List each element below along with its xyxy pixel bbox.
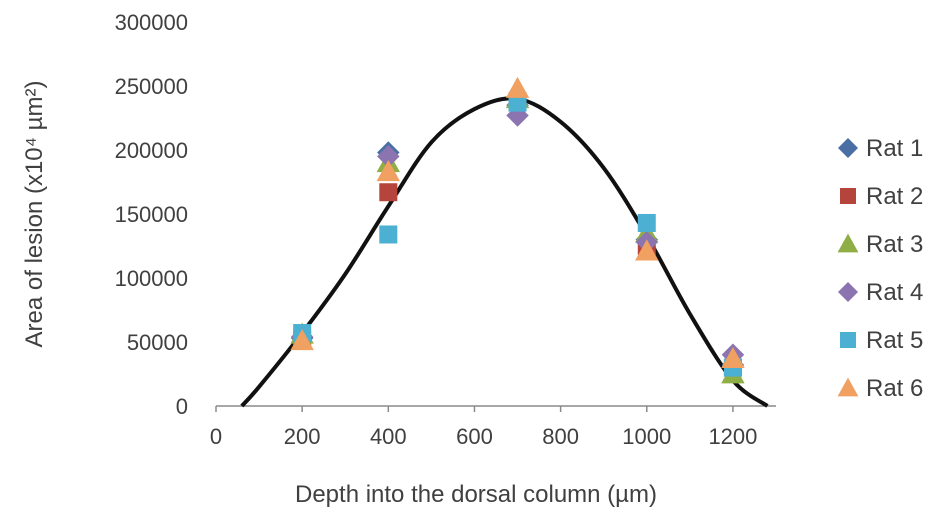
y-tick-label: 200000 bbox=[115, 138, 188, 163]
data-point bbox=[637, 213, 656, 232]
y-axis-ticks: 0 50000 100000 150000 200000 250000 300000 bbox=[115, 10, 188, 419]
x-axis-title: Depth into the dorsal column (µm) bbox=[295, 481, 657, 508]
x-tick-label: 800 bbox=[542, 424, 579, 449]
x-tick-label: 400 bbox=[370, 424, 407, 449]
data-point bbox=[508, 93, 527, 112]
data-point bbox=[290, 329, 314, 351]
legend-label: Rat 3 bbox=[866, 231, 923, 258]
x-tick-label: 1000 bbox=[622, 424, 671, 449]
y-tick-label: 150000 bbox=[115, 202, 188, 227]
legend-marker bbox=[837, 377, 859, 397]
y-tick-label: 100000 bbox=[115, 266, 188, 291]
x-axis-ticks: 0 200 400 600 800 1000 1200 bbox=[210, 406, 757, 449]
x-tick-label: 1200 bbox=[708, 424, 757, 449]
y-tick-label: 0 bbox=[176, 394, 188, 419]
legend: Rat 1 Rat 2 Rat 3 Rat 4 Rat 5 Rat 6 bbox=[837, 135, 923, 402]
legend-label: Rat 1 bbox=[866, 135, 923, 162]
y-tick-label: 300000 bbox=[115, 10, 188, 35]
data-points bbox=[290, 76, 745, 384]
y-tick-label: 250000 bbox=[115, 74, 188, 99]
legend-label: Rat 5 bbox=[866, 327, 923, 354]
x-tick-label: 600 bbox=[456, 424, 493, 449]
x-tick-label: 200 bbox=[284, 424, 321, 449]
data-point bbox=[721, 346, 745, 368]
legend-marker bbox=[838, 138, 858, 158]
legend-marker bbox=[837, 233, 859, 253]
x-tick-label: 0 bbox=[210, 424, 222, 449]
data-point bbox=[379, 183, 398, 202]
legend-label: Rat 2 bbox=[866, 183, 923, 210]
legend-label: Rat 6 bbox=[866, 375, 923, 402]
legend-label: Rat 4 bbox=[866, 279, 923, 306]
legend-marker bbox=[840, 332, 856, 348]
data-point bbox=[376, 160, 401, 182]
data-point bbox=[505, 76, 530, 98]
y-axis-title: Area of lesion (x10⁴ µm²) bbox=[21, 81, 48, 348]
data-point bbox=[379, 225, 398, 244]
trendline bbox=[240, 96, 769, 408]
y-tick-label: 50000 bbox=[127, 330, 188, 355]
data-point bbox=[377, 145, 400, 168]
legend-marker bbox=[838, 282, 858, 302]
trendline-path bbox=[240, 96, 769, 408]
legend-marker bbox=[840, 188, 856, 204]
data-point bbox=[635, 239, 659, 261]
